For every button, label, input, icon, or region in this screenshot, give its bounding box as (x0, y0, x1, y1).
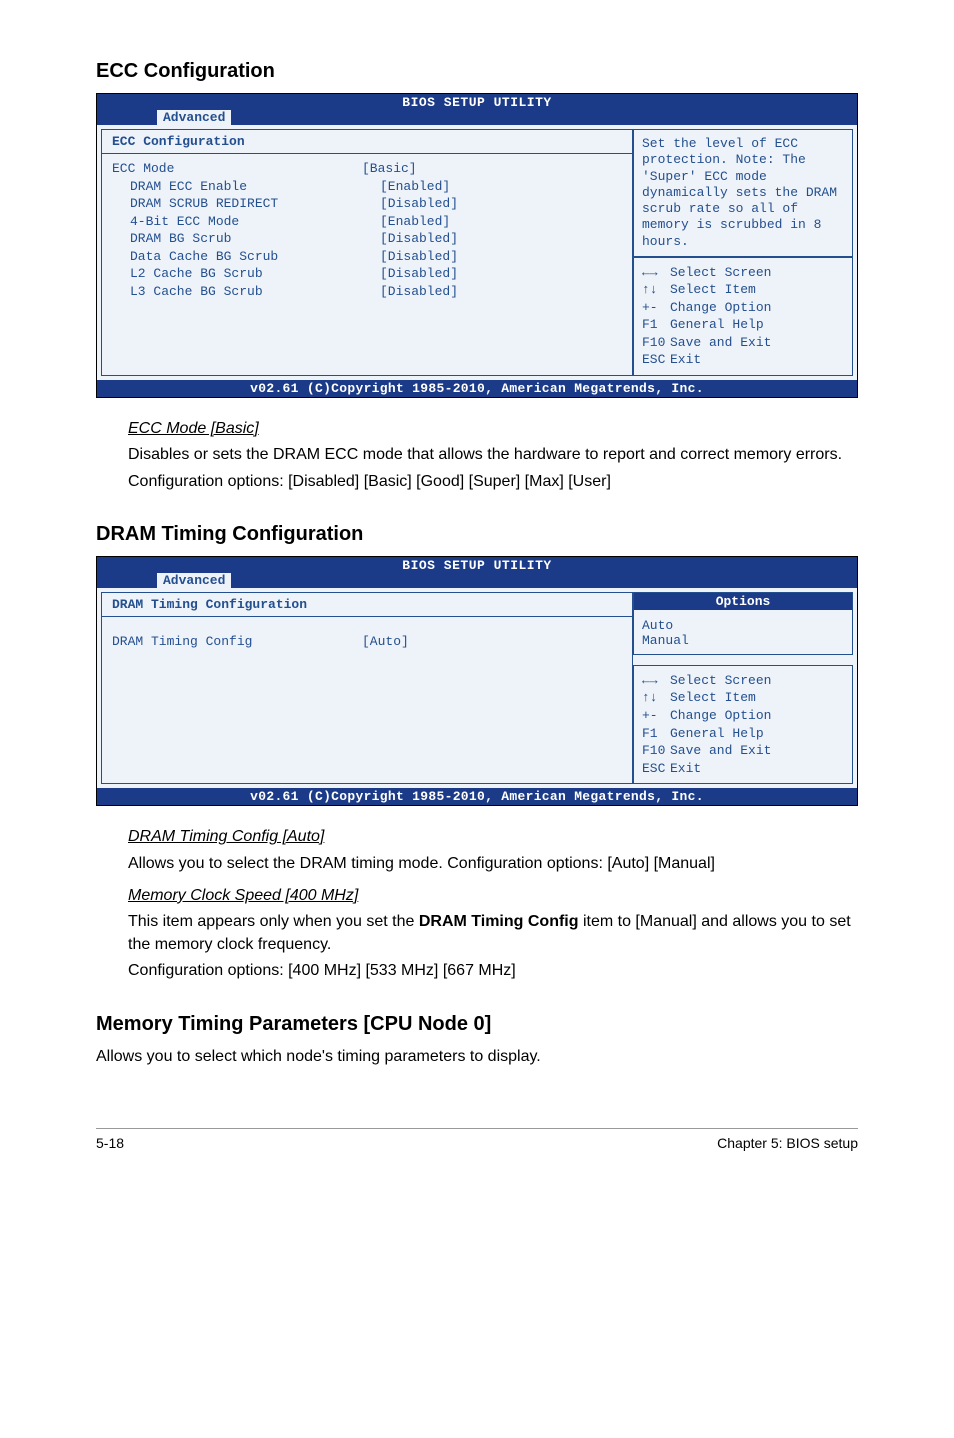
bios-row-label: 4-Bit ECC Mode (130, 213, 380, 231)
nav-label: Save and Exit (670, 743, 771, 758)
bios-row-value[interactable]: [Disabled] (380, 248, 622, 266)
nav-key: +- (642, 299, 670, 317)
nav-label: Select Item (670, 690, 756, 705)
page-number: 5-18 (96, 1135, 124, 1151)
nav-key: F10 (642, 742, 670, 760)
bios-ecc-panel: BIOS SETUP UTILITY Advanced ECC Configur… (96, 93, 858, 398)
bios-options-box: Options Auto Manual (633, 592, 853, 655)
ecc-mode-desc1: Disables or sets the DRAM ECC mode that … (128, 444, 858, 466)
nav-key: ESC (642, 760, 670, 778)
bios-header-title: BIOS SETUP UTILITY (97, 95, 857, 110)
ecc-mode-heading: ECC Mode [Basic] (128, 420, 259, 437)
nav-label: Exit (670, 352, 701, 367)
bios-left-pane: ECC Configuration ECC Mode[Basic] DRAM E… (101, 129, 633, 376)
bios-header: BIOS SETUP UTILITY Advanced (97, 94, 857, 125)
memclock-options: Configuration options: [400 MHz] [533 MH… (128, 960, 858, 982)
bios-row-label: ECC Mode (112, 160, 362, 178)
nav-label: Change Option (670, 708, 771, 723)
nav-key: F1 (642, 725, 670, 743)
option-item: Auto (642, 618, 844, 633)
page-footer: 5-18 Chapter 5: BIOS setup (96, 1128, 858, 1151)
bios-row-label: Data Cache BG Scrub (130, 248, 380, 266)
bios-row-value[interactable]: [Disabled] (380, 265, 622, 283)
mem-timing-body: Allows you to select which node's timing… (96, 1046, 858, 1068)
nav-key: +- (642, 707, 670, 725)
bios-row-value[interactable]: [Enabled] (380, 178, 622, 196)
mem-timing-title: Memory Timing Parameters [CPU Node 0] (96, 1013, 858, 1036)
nav-label: Change Option (670, 300, 771, 315)
option-item: Manual (642, 633, 844, 648)
nav-label: Select Screen (670, 673, 771, 688)
bios-left-pane: DRAM Timing Configuration DRAM Timing Co… (101, 592, 633, 784)
nav-label: General Help (670, 317, 764, 332)
bios-dram-subtitle: DRAM Timing Configuration (112, 597, 622, 612)
dram-section-title: DRAM Timing Configuration (96, 523, 858, 546)
bios-footer: v02.61 (C)Copyright 1985-2010, American … (97, 380, 857, 397)
dram-config-desc: Allows you to select the DRAM timing mod… (128, 853, 858, 875)
bios-tab-advanced[interactable]: Advanced (157, 110, 231, 125)
bios-tab-advanced[interactable]: Advanced (157, 573, 231, 588)
nav-label: Select Item (670, 282, 756, 297)
bios-row-value[interactable]: [Basic] (362, 160, 622, 178)
memclock-heading: Memory Clock Speed [400 MHz] (128, 887, 358, 904)
bios-help-text: Set the level of ECC protection. Note: T… (633, 129, 853, 257)
bios-row-label: L2 Cache BG Scrub (130, 265, 380, 283)
memclock-desc: This item appears only when you set the … (128, 911, 858, 956)
bios-footer: v02.61 (C)Copyright 1985-2010, American … (97, 788, 857, 805)
bios-dram-panel: BIOS SETUP UTILITY Advanced DRAM Timing … (96, 556, 858, 806)
ecc-mode-desc2: Configuration options: [Disabled] [Basic… (128, 471, 858, 493)
dram-config-heading: DRAM Timing Config [Auto] (128, 828, 324, 845)
bios-row-value[interactable]: [Auto] (362, 633, 622, 651)
bios-row-value[interactable]: [Disabled] (380, 195, 622, 213)
options-title: Options (634, 593, 852, 610)
nav-key: ↑↓ (642, 281, 670, 299)
bios-row-label: L3 Cache BG Scrub (130, 283, 380, 301)
bios-row-label: DRAM ECC Enable (130, 178, 380, 196)
bios-ecc-subtitle: ECC Configuration (112, 134, 622, 149)
bios-row-value[interactable]: [Enabled] (380, 213, 622, 231)
nav-key: ←→ (642, 672, 670, 690)
nav-label: Save and Exit (670, 335, 771, 350)
nav-key: ESC (642, 351, 670, 369)
bios-row-label: DRAM BG Scrub (130, 230, 380, 248)
bios-nav-help: ←→Select Screen ↑↓Select Item +-Change O… (633, 257, 853, 376)
nav-key: ↑↓ (642, 689, 670, 707)
bios-row-label: DRAM Timing Config (112, 633, 362, 651)
bios-row-value[interactable]: [Disabled] (380, 230, 622, 248)
bios-nav-help: ←→Select Screen ↑↓Select Item +-Change O… (633, 665, 853, 784)
ecc-section-title: ECC Configuration (96, 60, 858, 83)
bios-row-label: DRAM SCRUB REDIRECT (130, 195, 380, 213)
bios-header-title: BIOS SETUP UTILITY (97, 558, 857, 573)
nav-label: Exit (670, 761, 701, 776)
nav-label: General Help (670, 726, 764, 741)
nav-key: F10 (642, 334, 670, 352)
bios-row-value[interactable]: [Disabled] (380, 283, 622, 301)
nav-key: ←→ (642, 264, 670, 282)
nav-label: Select Screen (670, 265, 771, 280)
chapter-label: Chapter 5: BIOS setup (717, 1135, 858, 1151)
nav-key: F1 (642, 316, 670, 334)
bios-header: BIOS SETUP UTILITY Advanced (97, 557, 857, 588)
